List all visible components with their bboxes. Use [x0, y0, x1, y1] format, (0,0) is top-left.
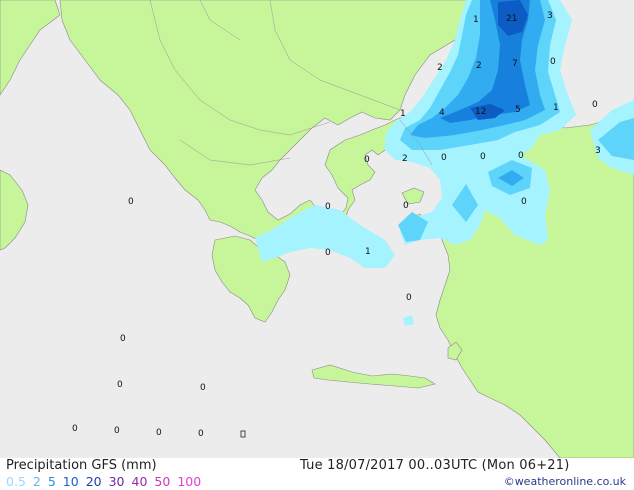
map-title: Precipitation GFS (mm)	[6, 458, 157, 473]
legend-item: 0.5	[6, 474, 26, 489]
value-label: 1	[400, 109, 406, 119]
station-marker	[240, 430, 246, 438]
value-label: 3	[547, 11, 553, 21]
legend-item: 2	[32, 474, 41, 489]
value-label: 7	[512, 59, 518, 69]
legend-item: 5	[47, 474, 56, 489]
precip-cell-aegean	[398, 212, 428, 242]
precip-values: 21 3 1 2 2 7 0 1 4 12 5 1 0 3 0 2 0 0 0 …	[72, 11, 601, 439]
precipitation-map: 21 3 1 2 2 7 0 1 4 12 5 1 0 3 0 2 0 0 0 …	[0, 0, 634, 458]
value-label: 0	[441, 153, 447, 163]
value-label: 0	[480, 152, 486, 162]
value-label: 2	[437, 63, 443, 73]
precip-greece-small	[403, 315, 414, 326]
value-label: 0	[325, 248, 331, 258]
value-label: 0	[550, 57, 556, 67]
value-label: 12	[475, 107, 486, 117]
value-label: 0	[128, 197, 134, 207]
value-label: 0	[403, 201, 409, 211]
value-label: 0	[156, 428, 162, 438]
value-label: 0	[406, 293, 412, 303]
value-label: 0	[200, 383, 206, 393]
precip-east-cell-2	[598, 118, 634, 160]
precip-band-20	[498, 0, 528, 36]
value-label: 1	[365, 247, 371, 257]
rhodes	[447, 341, 463, 361]
legend-item: 30	[108, 474, 125, 489]
value-label: 0	[72, 424, 78, 434]
value-label: 2	[402, 154, 408, 164]
precip-greece-band	[255, 205, 395, 268]
value-label: 0	[518, 151, 524, 161]
value-label: 0	[521, 197, 527, 207]
value-label: 0	[325, 202, 331, 212]
italy-south	[0, 169, 29, 251]
precip-cell-west	[452, 184, 478, 222]
value-label: 0	[592, 100, 598, 110]
credit-link[interactable]: ©weatheronline.co.uk	[503, 475, 626, 488]
value-label: 0	[198, 429, 204, 439]
precipitation-field	[255, 0, 634, 326]
legend-item: 100	[177, 474, 202, 489]
legend-item: 10	[62, 474, 79, 489]
legend-item: 50	[154, 474, 171, 489]
map-footer: Precipitation GFS (mm) Tue 18/07/2017 00…	[0, 458, 634, 490]
crete	[311, 364, 436, 389]
value-label: 0	[120, 334, 126, 344]
italy-coast	[0, 0, 61, 96]
legend-item: 20	[85, 474, 102, 489]
legend-item: 40	[131, 474, 148, 489]
value-label: 1	[473, 15, 479, 25]
value-label: 21	[506, 14, 517, 24]
country-borders	[149, 0, 433, 166]
precip-cell-center-core	[498, 170, 524, 186]
value-label: 4	[439, 108, 445, 118]
value-label: 0	[364, 155, 370, 165]
value-label: 3	[595, 146, 601, 156]
lesbos	[401, 187, 425, 205]
value-label: 2	[476, 61, 482, 71]
precip-legend: 0.5 2 5 10 20 30 40 50 100	[6, 474, 208, 489]
precip-band-20b	[470, 104, 505, 120]
value-label: 0	[114, 426, 120, 436]
valid-time: Tue 18/07/2017 00..03UTC (Mon 06+21)	[300, 458, 570, 473]
value-label: 5	[515, 105, 521, 115]
value-label: 1	[553, 103, 559, 113]
value-label: 0	[117, 380, 123, 390]
